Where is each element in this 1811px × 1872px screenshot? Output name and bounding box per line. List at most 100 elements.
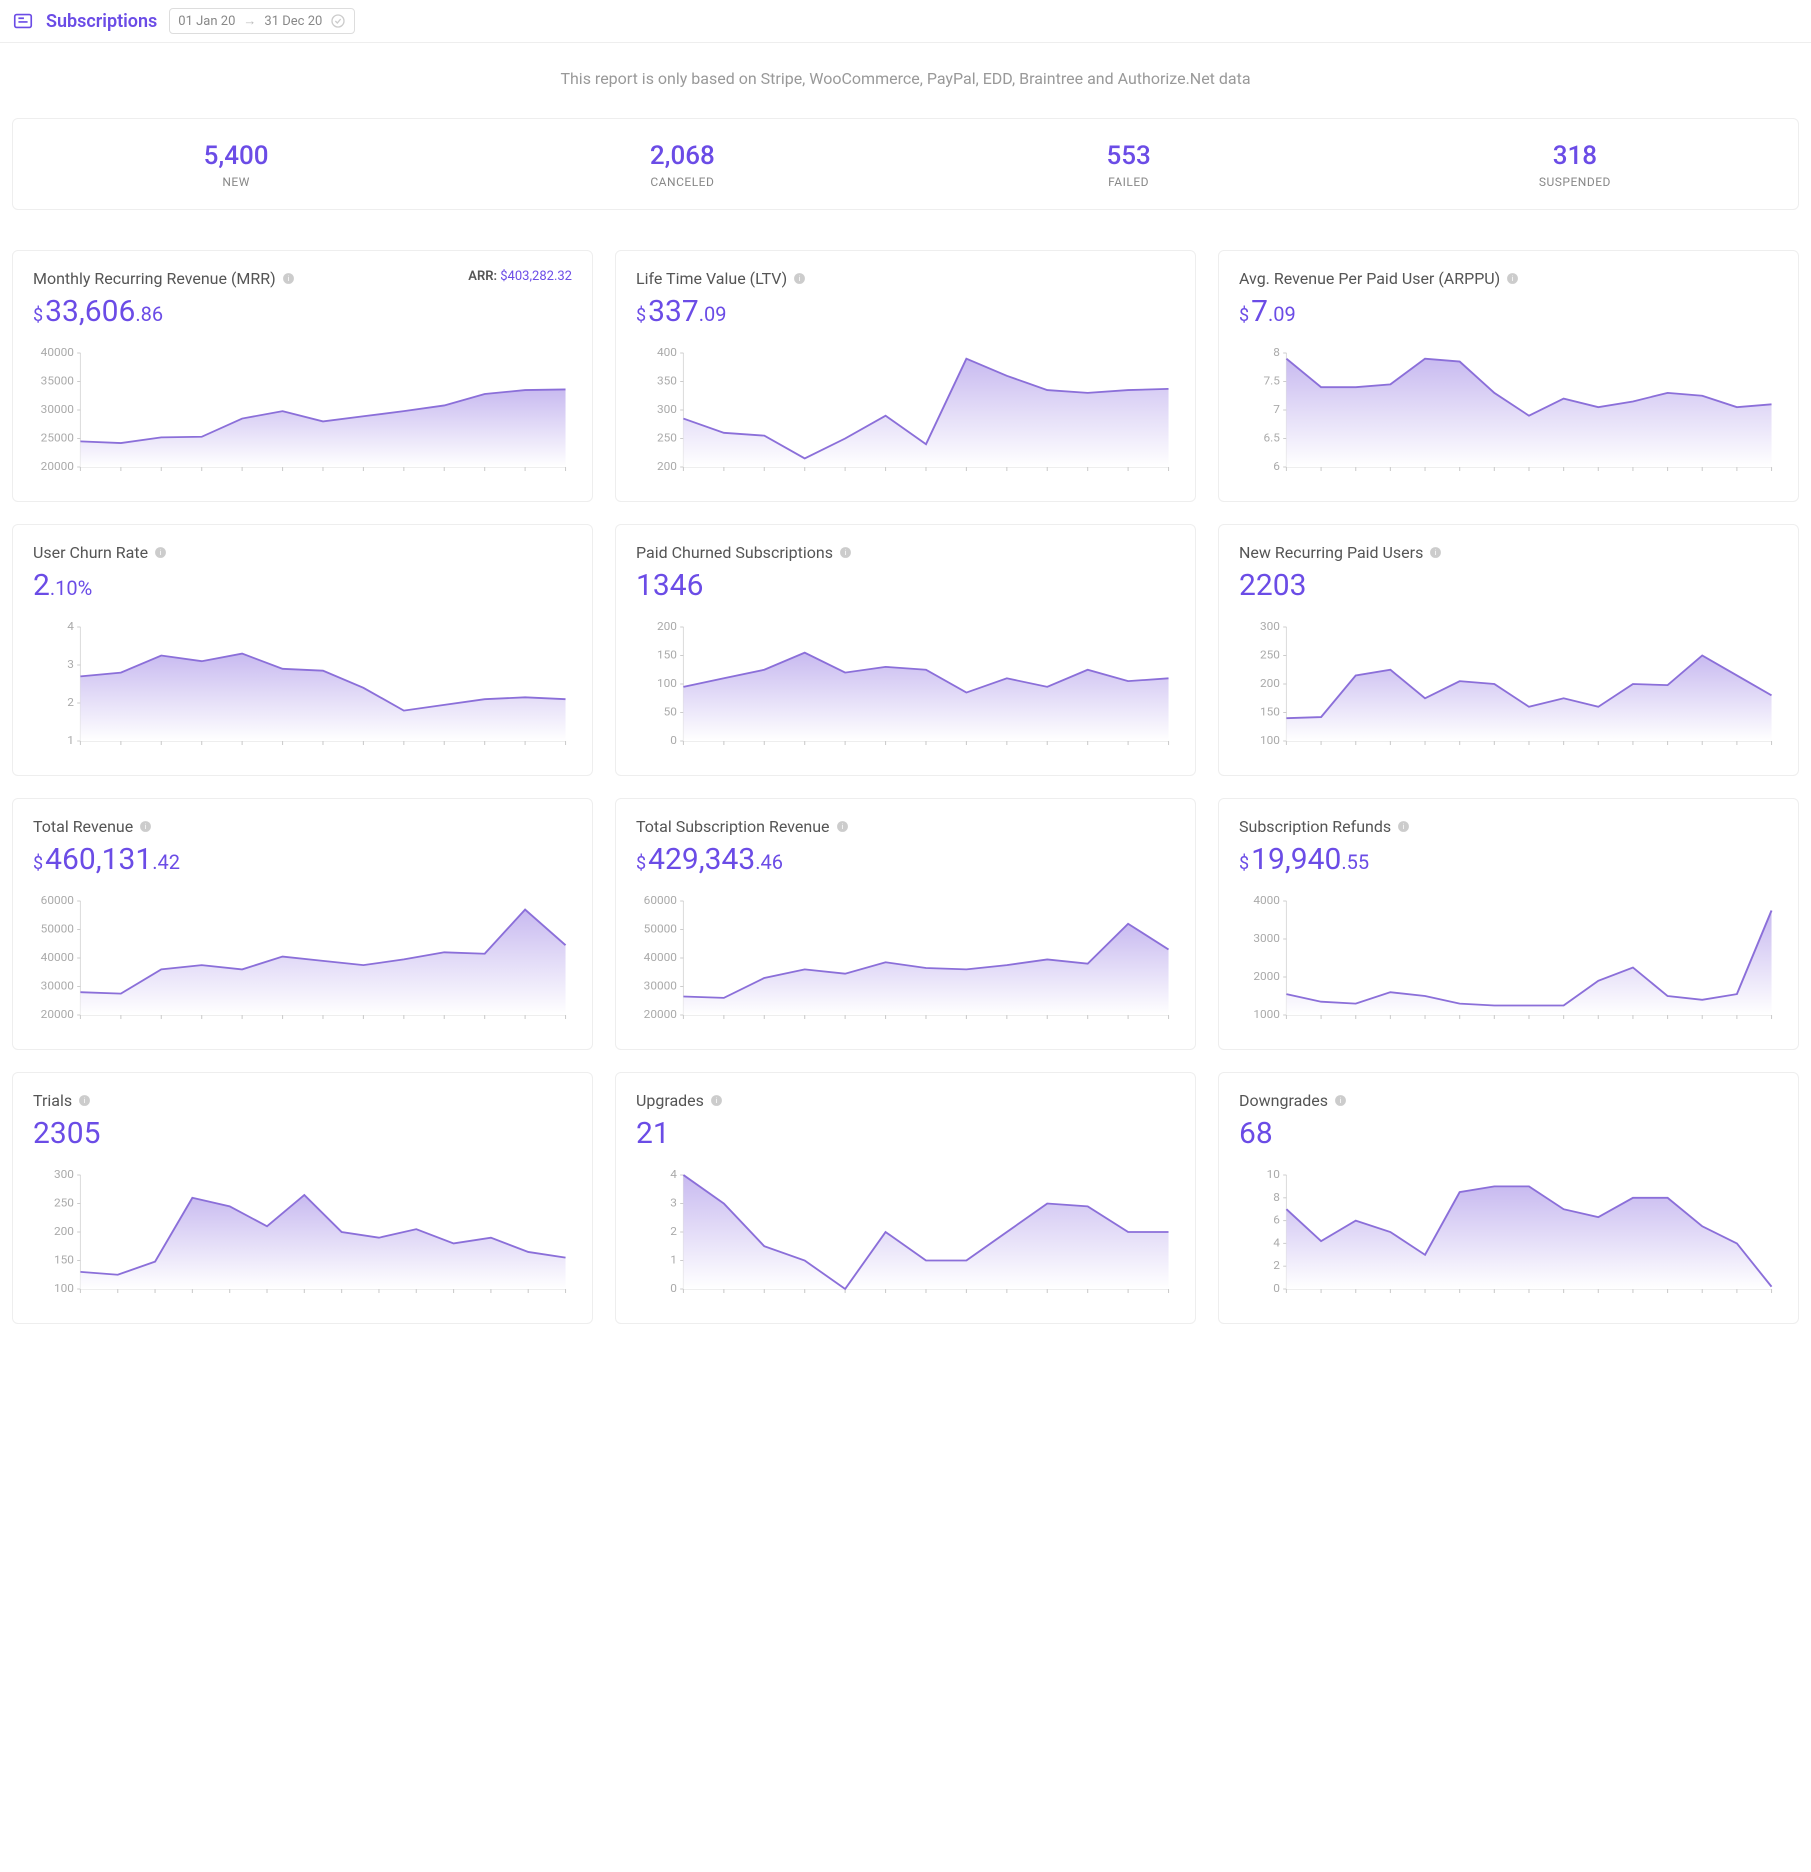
chart: 0246810 [1239, 1167, 1778, 1307]
summary-value: 553 [906, 141, 1352, 171]
svg-text:60000: 60000 [41, 893, 74, 906]
svg-text:4: 4 [1273, 1236, 1280, 1249]
svg-text:30000: 30000 [41, 979, 74, 992]
info-icon[interactable]: i [282, 272, 295, 285]
chart: 2000025000300003500040000 [33, 345, 572, 485]
svg-text:1: 1 [67, 733, 74, 746]
summary-cell[interactable]: 553FAILED [906, 119, 1352, 209]
metric-card[interactable]: Life Time Value (LTV) i $337.09 20025030… [615, 250, 1196, 502]
svg-text:1000: 1000 [1253, 1007, 1280, 1020]
metric-card[interactable]: New Recurring Paid Users i 2203 10015020… [1218, 524, 1799, 776]
card-header: Life Time Value (LTV) i [636, 269, 1175, 288]
metric-card[interactable]: Subscription Refunds i $19,940.55 100020… [1218, 798, 1799, 1050]
svg-text:6: 6 [1273, 459, 1280, 472]
svg-text:i: i [1340, 1096, 1342, 1105]
svg-text:i: i [716, 1096, 718, 1105]
card-title: Downgrades [1239, 1091, 1328, 1110]
metric-value: 68 [1239, 1116, 1778, 1151]
info-icon[interactable]: i [1429, 546, 1442, 559]
metric-card[interactable]: Upgrades i 21 01234 [615, 1072, 1196, 1324]
summary-label: CANCELED [459, 175, 905, 189]
summary-cell[interactable]: 5,400 NEW [13, 119, 459, 209]
svg-text:8: 8 [1273, 1190, 1280, 1203]
svg-text:i: i [799, 274, 801, 283]
svg-text:4: 4 [67, 619, 74, 632]
chart: 050100150200 [636, 619, 1175, 759]
summary-cell[interactable]: 2,068 CANCELED [459, 119, 905, 209]
chart: 1000200030004000 [1239, 893, 1778, 1033]
card-title: Monthly Recurring Revenue (MRR) [33, 269, 276, 288]
metric-card[interactable]: Downgrades i 68 0246810 [1218, 1072, 1799, 1324]
metric-card[interactable]: Avg. Revenue Per Paid User (ARPPU) i $7.… [1218, 250, 1799, 502]
svg-text:50: 50 [664, 705, 677, 718]
svg-text:1: 1 [670, 1253, 677, 1266]
svg-text:3000: 3000 [1253, 931, 1280, 944]
metric-value: $33,606.86 [33, 294, 572, 329]
info-icon[interactable]: i [78, 1094, 91, 1107]
metric-card[interactable]: Monthly Recurring Revenue (MRR) i ARR: $… [12, 250, 593, 502]
info-icon[interactable]: i [1506, 272, 1519, 285]
info-icon[interactable]: i [836, 820, 849, 833]
svg-text:300: 300 [657, 402, 677, 415]
svg-text:200: 200 [1260, 676, 1280, 689]
info-icon[interactable]: i [710, 1094, 723, 1107]
svg-text:40000: 40000 [41, 950, 74, 963]
svg-text:250: 250 [1260, 648, 1280, 661]
info-icon[interactable]: i [839, 546, 852, 559]
summary-value: 5,400 [13, 141, 459, 171]
metric-card[interactable]: Trials i 2305 100150200250300 [12, 1072, 593, 1324]
svg-text:6: 6 [1273, 1213, 1280, 1226]
metric-card[interactable]: Paid Churned Subscriptions i 1346 050100… [615, 524, 1196, 776]
svg-text:i: i [1512, 274, 1514, 283]
chart: 100150200250300 [1239, 619, 1778, 759]
info-icon[interactable]: i [154, 546, 167, 559]
svg-text:2: 2 [670, 1224, 677, 1237]
card-title: New Recurring Paid Users [1239, 543, 1423, 562]
chart: 2000030000400005000060000 [636, 893, 1175, 1033]
check-icon [330, 13, 346, 29]
metric-card[interactable]: Total Revenue i $460,131.42 200003000040… [12, 798, 593, 1050]
card-title: Total Subscription Revenue [636, 817, 830, 836]
card-title: Upgrades [636, 1091, 704, 1110]
metric-card[interactable]: Total Subscription Revenue i $429,343.46… [615, 798, 1196, 1050]
chart: 200250300350400 [636, 345, 1175, 485]
info-icon[interactable]: i [1397, 820, 1410, 833]
info-icon[interactable]: i [793, 272, 806, 285]
svg-text:20000: 20000 [41, 459, 74, 472]
metric-value: 2203 [1239, 568, 1778, 603]
metric-value: $460,131.42 [33, 842, 572, 877]
svg-text:30000: 30000 [41, 402, 74, 415]
metric-value: 2.10% [33, 568, 572, 603]
svg-text:i: i [845, 548, 847, 557]
svg-text:100: 100 [657, 676, 677, 689]
svg-text:0: 0 [670, 733, 677, 746]
date-range-picker[interactable]: 01 Jan 20 → 31 Dec 20 [169, 8, 355, 34]
summary-row: 5,400 NEW2,068 CANCELED553FAILED318SUSPEND… [12, 118, 1799, 210]
date-from: 01 Jan 20 [178, 14, 235, 29]
metric-value: 21 [636, 1116, 1175, 1151]
info-icon[interactable]: i [1334, 1094, 1347, 1107]
svg-text:150: 150 [657, 648, 677, 661]
svg-text:i: i [160, 548, 162, 557]
svg-text:0: 0 [1273, 1281, 1280, 1294]
svg-text:250: 250 [657, 431, 677, 444]
summary-label: NEW [13, 175, 459, 189]
card-title: Subscription Refunds [1239, 817, 1391, 836]
summary-cell[interactable]: 318SUSPENDED [1352, 119, 1798, 209]
svg-text:2000: 2000 [1253, 969, 1280, 982]
date-to: 31 Dec 20 [264, 14, 322, 29]
svg-text:3: 3 [670, 1196, 677, 1209]
svg-text:350: 350 [657, 374, 677, 387]
svg-text:i: i [145, 822, 147, 831]
metric-value: $7.09 [1239, 294, 1778, 329]
svg-text:50000: 50000 [644, 922, 677, 935]
svg-text:300: 300 [54, 1167, 74, 1180]
svg-text:100: 100 [54, 1281, 74, 1294]
svg-text:35000: 35000 [41, 374, 74, 387]
info-icon[interactable]: i [139, 820, 152, 833]
card-title: Paid Churned Subscriptions [636, 543, 833, 562]
svg-text:8: 8 [1273, 345, 1280, 358]
card-header: Downgrades i [1239, 1091, 1778, 1110]
metric-card[interactable]: User Churn Rate i 2.10% 1234 [12, 524, 593, 776]
summary-value: 2,068 [459, 141, 905, 171]
